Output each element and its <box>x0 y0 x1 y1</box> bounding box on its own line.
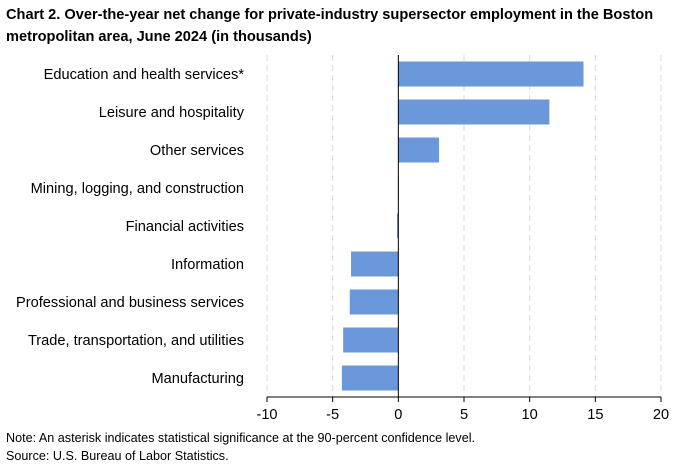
bar <box>398 137 440 163</box>
category-label: Manufacturing <box>152 371 244 387</box>
footnote: Note: An asterisk indicates statistical … <box>6 431 476 445</box>
category-label: Information <box>171 257 244 273</box>
source-note: Source: U.S. Bureau of Labor Statistics. <box>6 449 229 463</box>
bar <box>341 365 399 391</box>
chart-title: Chart 2. Over-the-year net change for pr… <box>6 7 654 45</box>
bar <box>351 251 399 277</box>
category-label: Education and health services* <box>44 67 245 83</box>
category-label: Financial activities <box>126 219 244 235</box>
x-tick-label: 20 <box>653 407 669 423</box>
category-label: Mining, logging, and construction <box>31 181 244 197</box>
x-tick-label: 0 <box>394 407 402 423</box>
bar-chart: Education and health services* Leisure an… <box>16 55 669 423</box>
category-labels: Education and health services* Leisure an… <box>16 67 245 387</box>
category-label: Other services <box>150 143 244 159</box>
bar <box>398 99 550 125</box>
bar <box>343 327 399 353</box>
x-axis: -10 -5 0 5 10 15 20 <box>256 55 669 423</box>
bars <box>341 61 584 391</box>
category-label: Trade, transportation, and utilities <box>28 333 244 349</box>
bar <box>398 61 584 87</box>
bar <box>397 213 399 239</box>
bar <box>349 289 399 315</box>
x-tick-label: 10 <box>522 407 538 423</box>
x-tick-label: 15 <box>587 407 603 423</box>
x-tick-label: -5 <box>326 407 339 423</box>
gridlines <box>266 55 662 397</box>
x-tick-label: 5 <box>460 407 468 423</box>
x-tick-label: -10 <box>256 407 277 423</box>
category-label: Leisure and hospitality <box>99 105 245 121</box>
category-label: Professional and business services <box>16 295 244 311</box>
